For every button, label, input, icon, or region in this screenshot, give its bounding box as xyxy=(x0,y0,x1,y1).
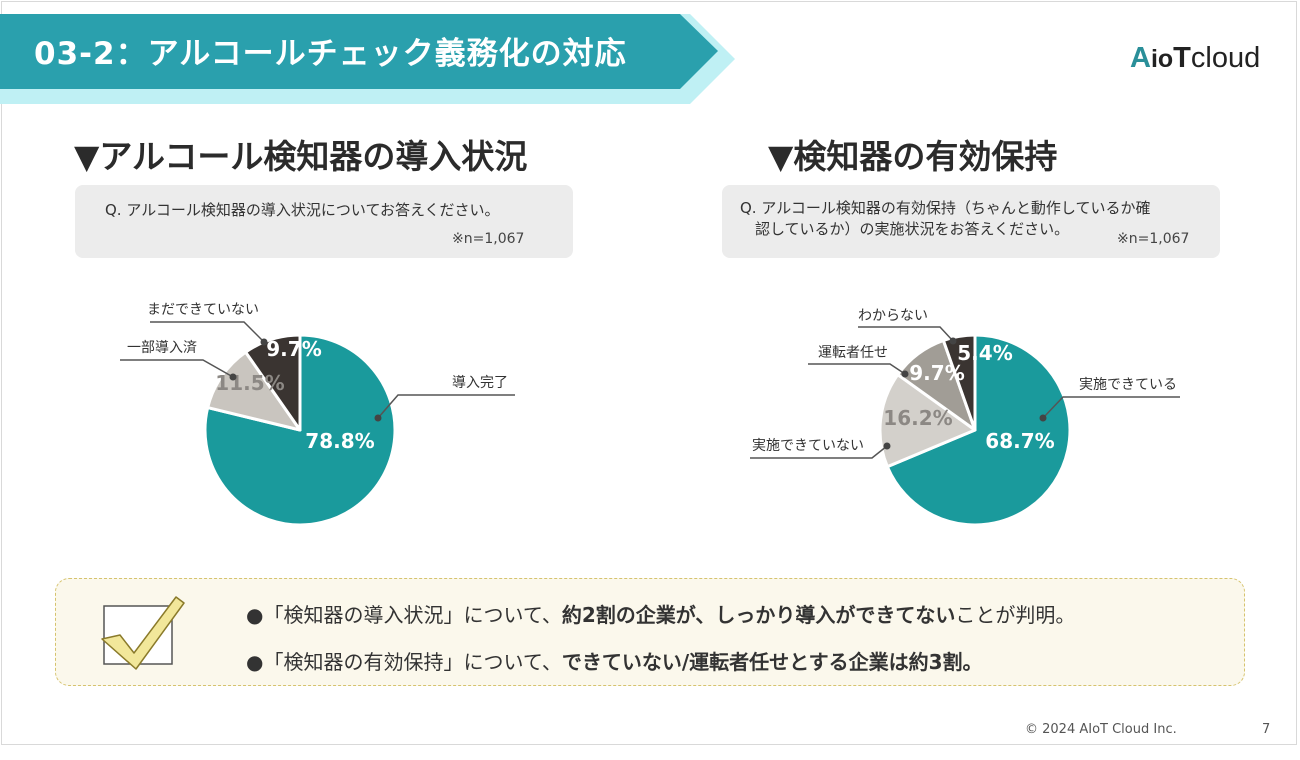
summary-line-1: ●「検知器の導入状況」について、約2割の企業が、しっかり導入ができてないことが判… xyxy=(246,603,1076,627)
leader-dot xyxy=(1039,414,1047,422)
pie-value-label: 9.7% xyxy=(266,337,321,361)
pie-value-label: 11.5% xyxy=(215,371,284,395)
pie-category-label: 実施できていない xyxy=(752,438,864,454)
pie-category-label: まだできていない xyxy=(147,302,259,318)
page-number: 7 xyxy=(1262,722,1271,737)
left-sample-size: ※n=1,067 xyxy=(452,231,525,247)
pie-category-label: 導入完了 xyxy=(452,375,508,391)
summary-box: ●「検知器の導入状況」について、約2割の企業が、しっかり導入ができてないことが判… xyxy=(55,578,1245,686)
pie-category-label: わからない xyxy=(858,308,928,324)
leader-dot xyxy=(883,442,891,450)
leader-dot xyxy=(374,414,382,422)
leader-line xyxy=(750,445,888,459)
pie-slice xyxy=(244,333,302,432)
pie-slice xyxy=(941,333,977,432)
pie-charts: 78.8% 11.5% 9.7% 導入完了 一部導入済 まだできていない 68.7% 16.2… xyxy=(120,302,1180,527)
leader-dot xyxy=(260,338,268,346)
page-title: 03-2：アルコールチェック義務化の対応 xyxy=(34,36,627,72)
leader-line xyxy=(150,321,265,343)
slide-frame xyxy=(1,1,1297,745)
leader-dot xyxy=(229,373,237,381)
right-sample-size: ※n=1,067 xyxy=(1117,231,1190,247)
left-section-title: ▼アルコール検知器の導入状況 xyxy=(74,137,528,176)
leader-line xyxy=(377,394,515,419)
leader-line xyxy=(1042,396,1180,419)
pie-slice xyxy=(878,373,977,469)
left-question-text: Q. アルコール検知器の導入状況についてお答えください。 xyxy=(105,201,500,219)
pie-value-label: 9.7% xyxy=(909,361,964,385)
pie-slice xyxy=(885,333,1072,527)
right-question-box: Q. アルコール検知器の有効保持（ちゃんと動作しているか確 認しているか）の実施… xyxy=(722,185,1220,258)
left-question-box: Q. アルコール検知器の導入状況についてお答えください。 ※n=1,067 xyxy=(75,185,573,258)
title-banner xyxy=(0,14,718,89)
pie-category-label: 運転者任せ xyxy=(818,345,888,361)
leader-dot xyxy=(901,370,909,378)
leader-line xyxy=(120,359,234,378)
pie-category-label: 実施できている xyxy=(1079,377,1177,393)
pie-slice xyxy=(203,333,397,527)
leader-line xyxy=(808,363,906,375)
pie-category-label: 一部導入済 xyxy=(127,340,197,356)
summary-line-2: ●「検知器の有効保持」について、できていない/運転者任せとする企業は約3割。 xyxy=(246,650,983,674)
pie-value-label: 68.7% xyxy=(985,429,1054,453)
checkmark-icon xyxy=(101,596,185,670)
company-logo: AioTcloud xyxy=(1130,42,1261,74)
right-question-text: Q. アルコール検知器の有効保持（ちゃんと動作しているか確 認しているか）の実施… xyxy=(740,199,1151,238)
pie-value-label: 5.4% xyxy=(957,341,1012,365)
pie-value-label: 16.2% xyxy=(883,406,952,430)
pie-value-label: 78.8% xyxy=(305,429,374,453)
leader-line xyxy=(858,326,954,342)
copyright: © 2024 AIoT Cloud Inc. xyxy=(1025,722,1177,737)
right-section-title: ▼検知器の有効保持 xyxy=(768,137,1058,176)
leader-dot xyxy=(949,337,957,345)
